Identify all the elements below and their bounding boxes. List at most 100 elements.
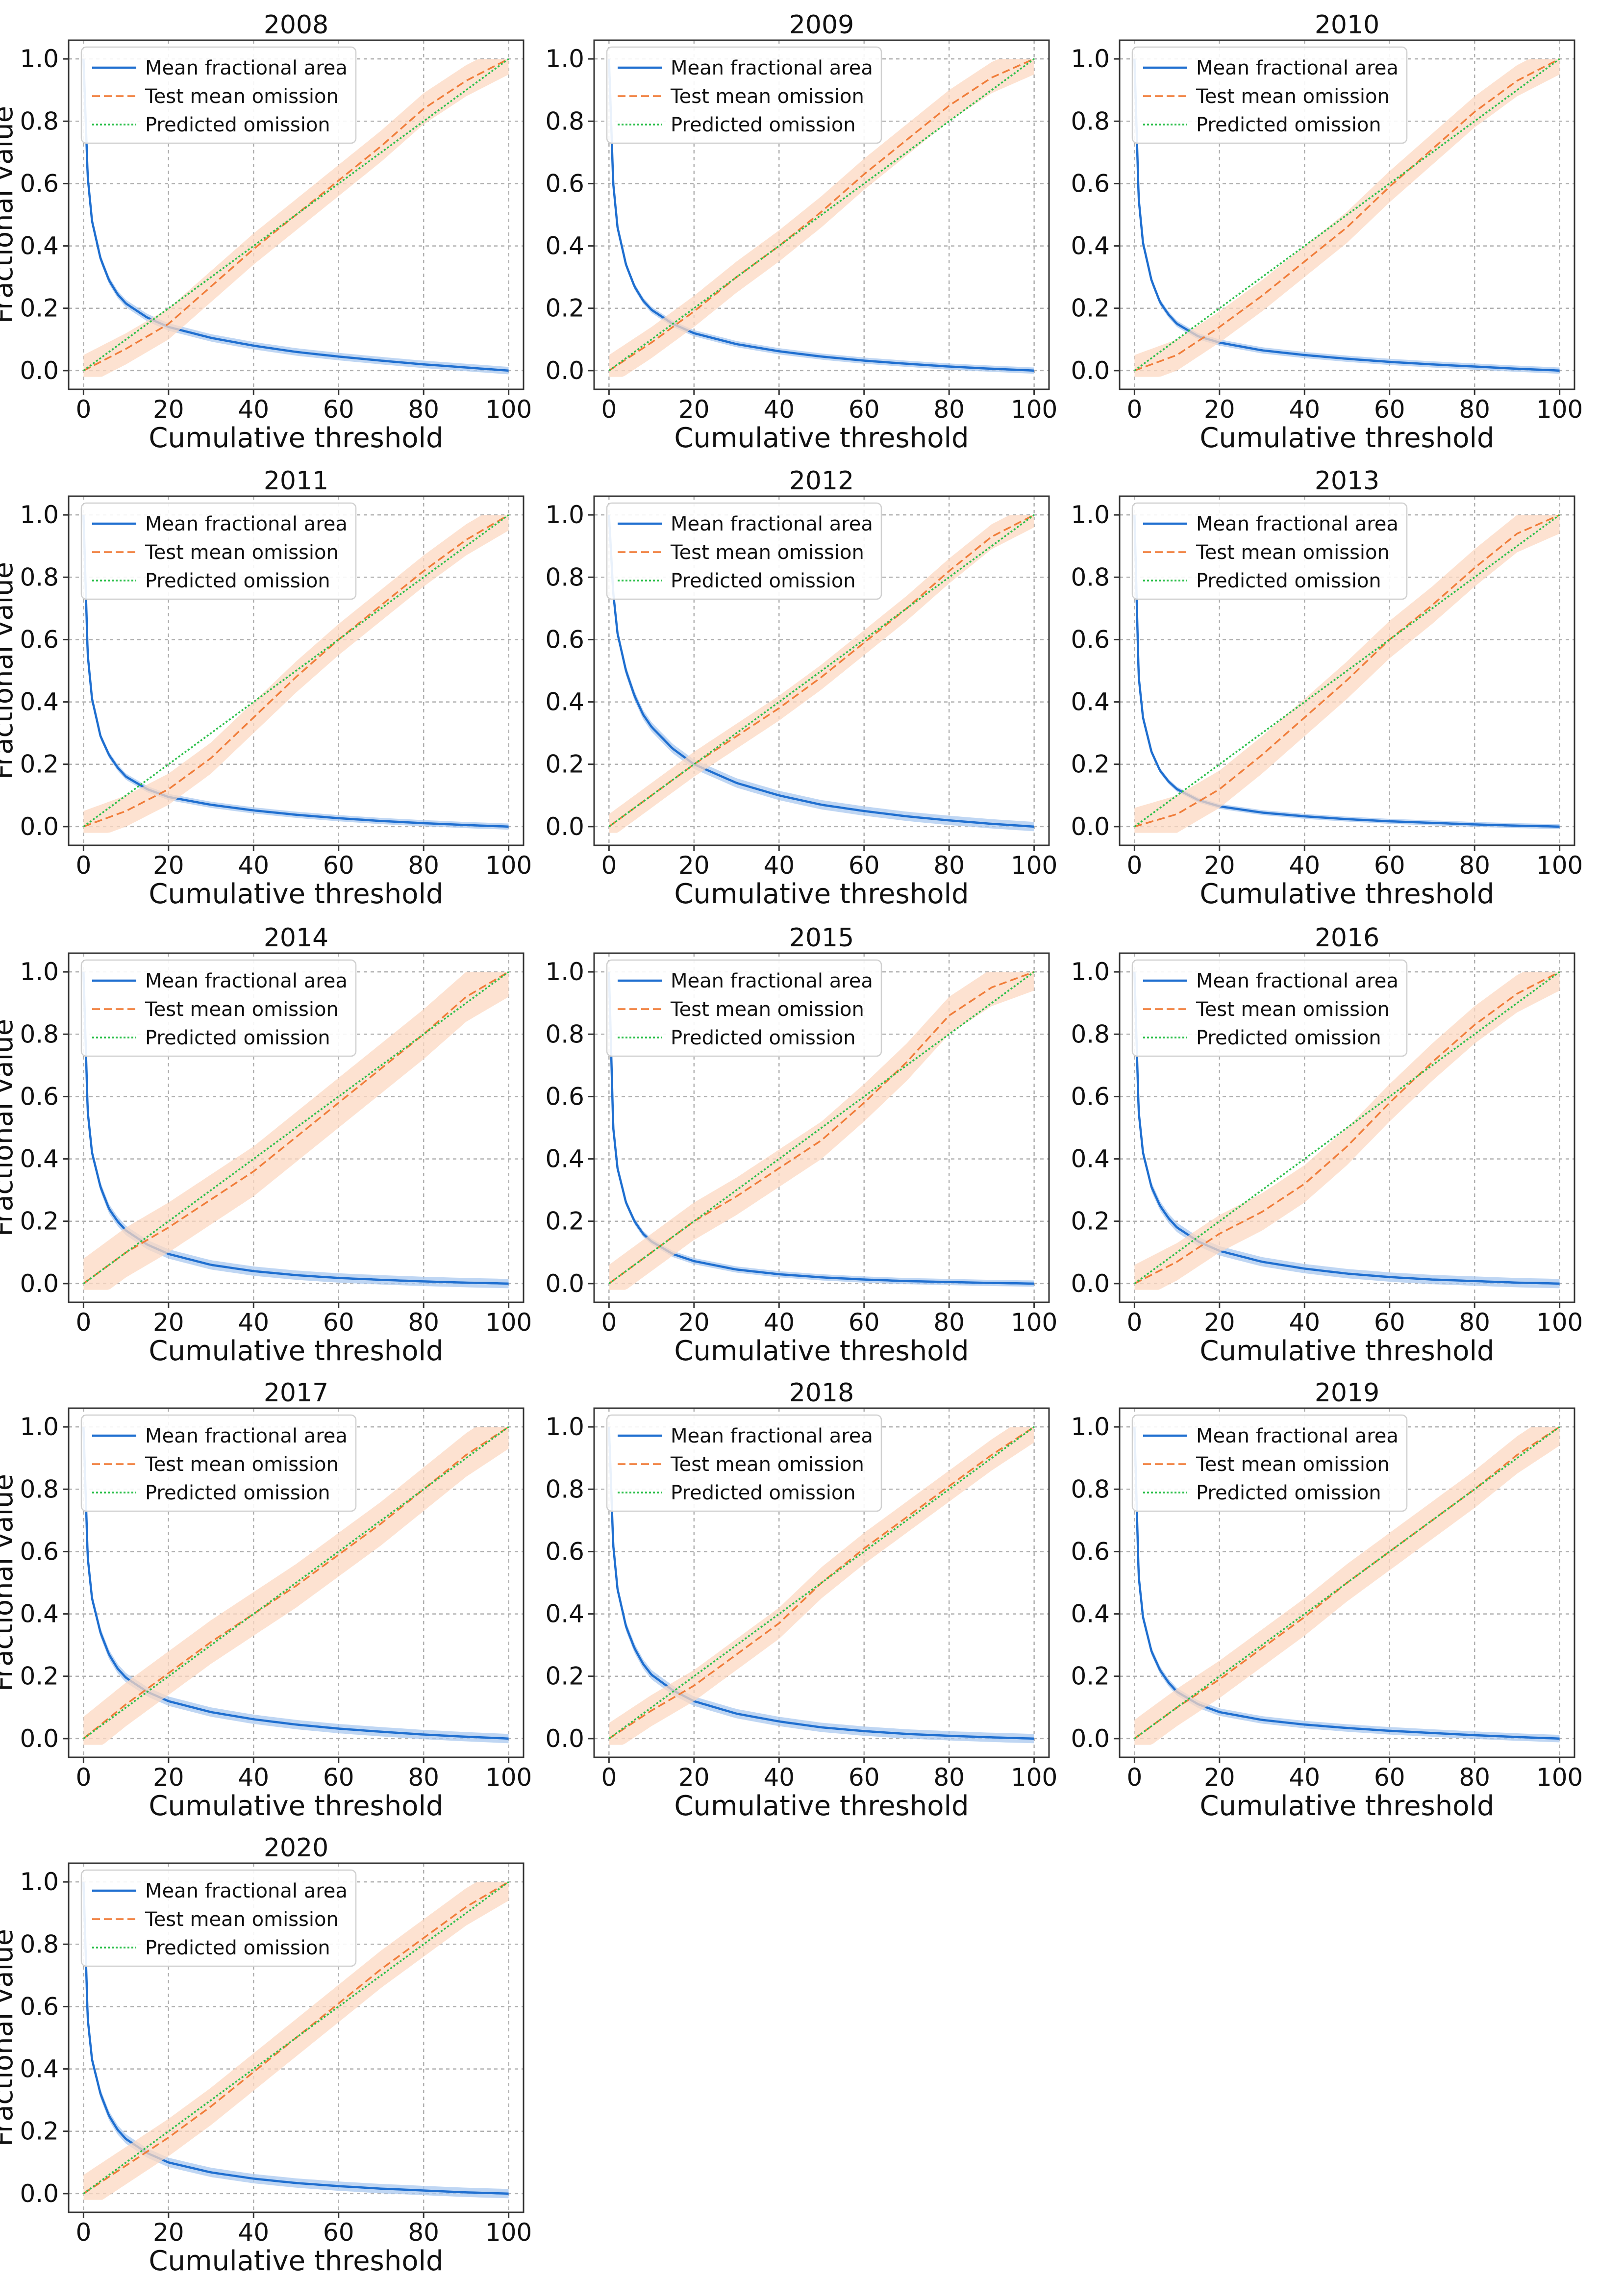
x-tick-label: 20: [1204, 1763, 1235, 1792]
y-tick-label: 0.2: [20, 294, 59, 323]
y-tick-label: 1.0: [1071, 958, 1110, 986]
y-tick-label: 0.6: [545, 1082, 584, 1111]
y-tick-label: 0.8: [20, 563, 59, 591]
series-line-predicted-omission: [608, 514, 1035, 828]
x-tick-label: 0: [75, 851, 91, 880]
x-axis-label: Cumulative threshold: [149, 422, 443, 454]
series-line-predicted-omission: [83, 514, 509, 828]
legend-label-test-mean-omission: Test mean omission: [145, 85, 339, 108]
x-tick-label: 60: [323, 395, 354, 424]
legend-label-test-mean-omission: Test mean omission: [145, 998, 339, 1021]
band-test-mean-omission: [609, 515, 1034, 833]
series-line-mean-fractional-area: [1133, 58, 1560, 372]
legend-label-predicted-omission: Predicted omission: [671, 1027, 856, 1049]
x-tick-label: 20: [1204, 851, 1235, 880]
legend-label-predicted-omission: Predicted omission: [1196, 1027, 1381, 1049]
legend-label-mean-fractional-area: Mean fractional area: [671, 513, 873, 535]
x-axis-label: Cumulative threshold: [149, 2245, 443, 2277]
y-tick-label: 0.8: [20, 1475, 59, 1503]
y-tick-label: 0.0: [20, 356, 59, 385]
x-tick-label: 60: [1374, 395, 1405, 424]
legend-label-predicted-omission: Predicted omission: [145, 570, 330, 592]
legend: Mean fractional area Test mean omission Pr…: [606, 959, 882, 1057]
band-test-mean-omission: [609, 59, 1034, 377]
y-tick-label: 0.4: [20, 1145, 59, 1173]
y-tick-label: 0.0: [545, 812, 584, 841]
series-line-test-mean-omission: [1134, 514, 1560, 828]
series-line-mean-fractional-area: [1133, 514, 1560, 828]
y-tick-label: 0.6: [20, 1992, 59, 2021]
y-tick-label: 0.8: [20, 1930, 59, 1958]
axes-frame: [593, 952, 1050, 1303]
legend-box: [606, 502, 882, 600]
axes-frame: [593, 1407, 1050, 1758]
legend-label-test-mean-omission: Test mean omission: [670, 1453, 864, 1476]
band-test-mean-omission: [83, 1882, 509, 2200]
series-line-test-mean-omission: [83, 514, 509, 828]
legend-label-mean-fractional-area: Mean fractional area: [671, 57, 873, 79]
x-tick-label: 60: [323, 851, 354, 880]
x-tick-label: 20: [153, 395, 184, 424]
y-tick-label: 0.8: [1071, 563, 1110, 591]
x-tick-label: 40: [763, 395, 795, 424]
legend-label-mean-fractional-area: Mean fractional area: [1196, 970, 1399, 992]
x-tick-label: 100: [485, 851, 532, 880]
legend-label-test-mean-omission: Test mean omission: [1196, 998, 1390, 1021]
x-tick-label: 100: [1011, 1308, 1057, 1337]
y-tick-label: 0.0: [545, 1724, 584, 1753]
legend: Mean fractional area Test mean omission Pr…: [80, 502, 357, 600]
x-tick-label: 40: [238, 1308, 269, 1337]
y-tick-label: 1.0: [20, 45, 59, 73]
x-axis-label: Cumulative threshold: [1199, 878, 1494, 910]
y-tick-label: 0.8: [545, 107, 584, 135]
chart-title: 2019: [1315, 1378, 1379, 1408]
y-tick-label: 0.2: [545, 750, 584, 779]
legend-label-test-mean-omission: Test mean omission: [145, 541, 339, 564]
x-axis-label: Cumulative threshold: [674, 1335, 969, 1367]
legend-box: [1131, 502, 1408, 600]
x-tick-label: 100: [1011, 1763, 1057, 1792]
x-tick-label: 60: [849, 1763, 880, 1792]
legend-box: [80, 502, 357, 600]
y-tick-label: 0.6: [1071, 1082, 1110, 1111]
series-line-predicted-omission: [608, 1426, 1035, 1740]
y-tick-label: 0.2: [20, 1207, 59, 1236]
axes-frame: [1119, 495, 1575, 846]
y-tick-label: 0.6: [20, 169, 59, 198]
axes-frame: [68, 1407, 525, 1758]
y-tick-label: 0.6: [20, 1082, 59, 1111]
x-tick-label: 0: [601, 395, 617, 424]
series-line-test-mean-omission: [608, 58, 1035, 372]
x-tick-label: 60: [323, 1763, 354, 1792]
series-line-predicted-omission: [1134, 971, 1560, 1285]
x-tick-label: 80: [933, 395, 965, 424]
x-tick-label: 80: [408, 2218, 439, 2247]
legend-box: [1131, 959, 1408, 1057]
series-line-mean-fractional-area: [82, 1426, 509, 1740]
x-tick-label: 60: [323, 2218, 354, 2247]
x-tick-label: 60: [1374, 851, 1405, 880]
y-tick-label: 0.0: [1071, 356, 1110, 385]
legend-label-mean-fractional-area: Mean fractional area: [671, 970, 873, 992]
y-tick-label: 0.4: [1071, 688, 1110, 716]
legend-label-predicted-omission: Predicted omission: [1196, 570, 1381, 592]
y-tick-label: 0.6: [545, 1537, 584, 1566]
x-tick-label: 20: [678, 395, 710, 424]
legend-box: [606, 46, 882, 144]
band-test-mean-omission: [1134, 515, 1560, 833]
x-tick-label: 80: [1459, 395, 1490, 424]
x-tick-label: 60: [849, 1308, 880, 1337]
legend-label-test-mean-omission: Test mean omission: [670, 541, 864, 564]
x-tick-label: 20: [153, 2218, 184, 2247]
chart-2012: 0 20 40 60 80 100 0.0 0.2 0.4 0.6 0.8 1.0 2012 Cumula…: [545, 466, 1057, 910]
x-tick-label: 40: [1289, 1763, 1320, 1792]
x-tick-label: 20: [1204, 395, 1235, 424]
legend-box: [1131, 46, 1408, 144]
x-tick-label: 20: [678, 1763, 710, 1792]
x-tick-label: 100: [485, 1763, 532, 1792]
band-test-mean-omission: [1134, 59, 1560, 377]
x-axis-label: Cumulative threshold: [1199, 422, 1494, 454]
y-tick-label: 0.6: [545, 169, 584, 198]
x-tick-label: 100: [485, 2218, 532, 2247]
x-tick-label: 20: [153, 1308, 184, 1337]
